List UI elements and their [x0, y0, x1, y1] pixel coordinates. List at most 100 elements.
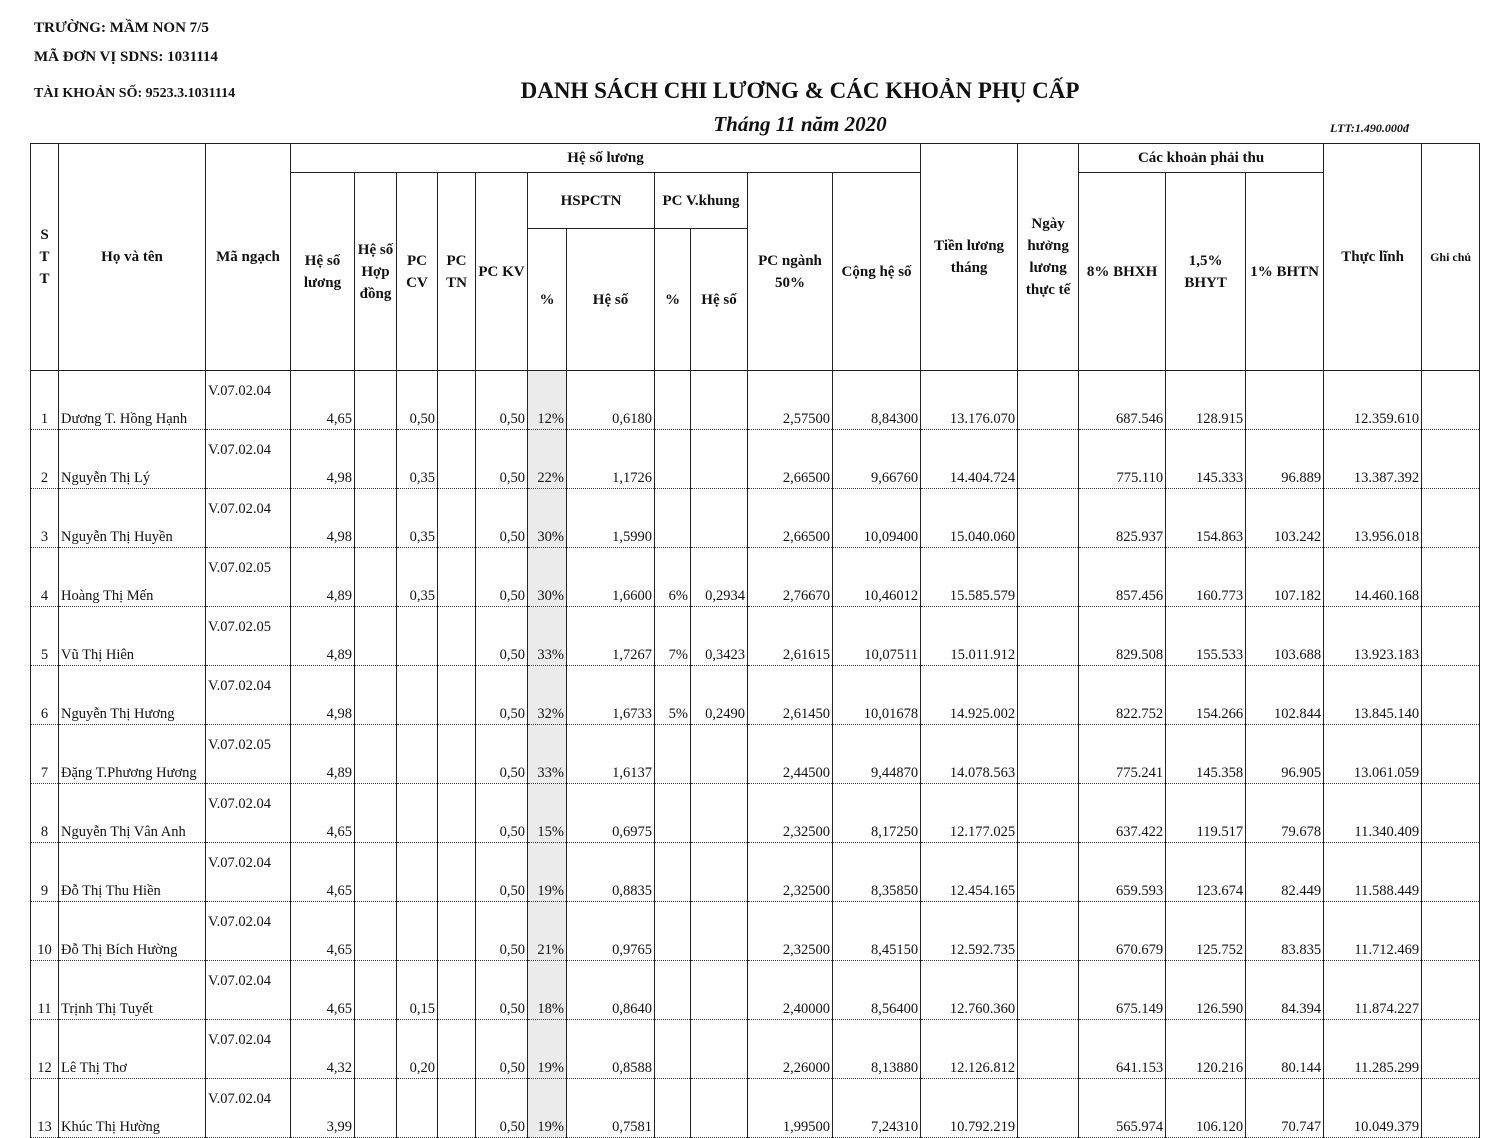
table-cell	[354, 842, 397, 902]
table-cell	[690, 429, 748, 489]
table-cell: 12.359.610	[1323, 370, 1423, 430]
table-cell	[1017, 901, 1080, 961]
table-cell: 829.508	[1078, 606, 1167, 666]
table-cell	[1017, 724, 1080, 784]
table-cell: 1	[30, 370, 59, 430]
table-cell	[437, 429, 476, 489]
table-cell	[1421, 665, 1481, 725]
table-cell: 0,50	[475, 842, 528, 902]
table-cell: 7%	[654, 606, 691, 666]
table-cell	[1017, 429, 1080, 489]
table-cell: 4,65	[290, 960, 355, 1020]
table-row: 9 Đỗ Thị Thu Hiền V.07.02.04 4,65 0,50 19% 0,8…	[30, 842, 1481, 902]
table-cell: 103.688	[1245, 606, 1325, 666]
table-cell	[1017, 547, 1080, 607]
table-cell	[396, 842, 438, 902]
table-cell: 83.835	[1245, 901, 1325, 961]
table-cell: 1,6600	[566, 547, 655, 607]
table-cell	[437, 488, 476, 548]
table-row: 2 Nguyễn Thị Lý V.07.02.04 4,98 0,35 0,50 22% 1…	[30, 429, 1481, 489]
table-cell	[1017, 370, 1080, 430]
table-cell: 12	[30, 1019, 59, 1079]
table-cell: Đỗ Thị Thu Hiền	[58, 842, 206, 902]
table-cell	[437, 960, 476, 1020]
table-cell: 106.120	[1165, 1078, 1247, 1138]
table-cell: 822.752	[1078, 665, 1167, 725]
table-cell	[354, 1078, 397, 1138]
header-cell: 8% BHXH	[1078, 172, 1167, 371]
note: LTT:1.490.000đ	[1330, 121, 1409, 135]
table-cell: Đỗ Thị Bích Hường	[58, 901, 206, 961]
table-cell: 12.760.360	[920, 960, 1019, 1020]
table-cell	[1421, 547, 1481, 607]
table-cell: 107.182	[1245, 547, 1325, 607]
table-cell: 119.517	[1165, 783, 1247, 843]
table-cell: Nguyễn Thị Vân Anh	[58, 783, 206, 843]
table-cell	[1017, 1019, 1080, 1079]
table-cell: 8,17250	[831, 783, 922, 843]
table-cell: 145.358	[1165, 724, 1247, 784]
table-cell: 19%	[527, 1019, 567, 1079]
table-cell: 0,8835	[566, 842, 655, 902]
table-cell	[690, 1078, 748, 1138]
table-cell: 4,98	[290, 429, 355, 489]
table-cell: 0,50	[475, 547, 528, 607]
header-cell: Ghi chú	[1421, 143, 1481, 371]
table-cell	[396, 783, 438, 843]
table-cell	[1421, 429, 1481, 489]
table-cell: 1,6137	[566, 724, 655, 784]
header-cell: Hệ số	[690, 228, 748, 371]
table-cell	[1017, 960, 1080, 1020]
header-cell: PC TN	[437, 172, 476, 371]
header-cell: PC CV	[396, 172, 438, 371]
table-cell: 2,57500	[747, 370, 833, 430]
table-cell: 4,89	[290, 606, 355, 666]
table-cell: 11	[30, 960, 59, 1020]
table-cell: 670.679	[1078, 901, 1167, 961]
table-cell: Hoàng Thị Mến	[58, 547, 206, 607]
header-cell: %	[654, 228, 691, 371]
title: DANH SÁCH CHI LƯƠNG & CÁC KHOẢN PHỤ CẤP	[520, 78, 1080, 103]
table-cell: 2,40000	[747, 960, 833, 1020]
table-cell: 9	[30, 842, 59, 902]
table-cell: 675.149	[1078, 960, 1167, 1020]
table-cell: 8,35850	[831, 842, 922, 902]
table-cell	[690, 783, 748, 843]
table-cell	[1245, 370, 1325, 430]
table-cell: 14.404.724	[920, 429, 1019, 489]
table-cell: 0,8640	[566, 960, 655, 1020]
table-cell: 14.925.002	[920, 665, 1019, 725]
header-cell: Các khoản phải thu	[1078, 143, 1325, 173]
table-cell: 30%	[527, 488, 567, 548]
table-cell: 15.040.060	[920, 488, 1019, 548]
table-cell: 2,44500	[747, 724, 833, 784]
header-cell: Hệ số Hợp đồng	[354, 172, 397, 371]
table-cell	[1421, 901, 1481, 961]
table-row: 7 Đặng T.Phương Hương V.07.02.05 4,89 0,50 33…	[30, 724, 1481, 784]
table-cell	[437, 842, 476, 902]
table-cell	[437, 665, 476, 725]
table-cell: 0,50	[396, 370, 438, 430]
table-cell: 125.752	[1165, 901, 1247, 961]
page: TRƯỜNG: MẦM NON 7/5 MÃ ĐƠN VỊ SDNS: 1031…	[30, 20, 1481, 1138]
table-cell: Dương T. Hồng Hạnh	[58, 370, 206, 430]
table-cell: 13.387.392	[1323, 429, 1423, 489]
table-cell	[396, 606, 438, 666]
table-cell: 0,50	[475, 901, 528, 961]
table-cell: 0,50	[475, 488, 528, 548]
table-cell: 12.592.735	[920, 901, 1019, 961]
table-cell: 84.394	[1245, 960, 1325, 1020]
table-cell: 21%	[527, 901, 567, 961]
table-cell: 0,50	[475, 783, 528, 843]
table-cell: 13.845.140	[1323, 665, 1423, 725]
table-cell: 19%	[527, 1078, 567, 1138]
table-cell	[354, 724, 397, 784]
table-cell: 825.937	[1078, 488, 1167, 548]
table-cell: 0,2490	[690, 665, 748, 725]
table-cell: 33%	[527, 606, 567, 666]
header-cell: Hệ số	[566, 228, 655, 371]
table-cell: 775.110	[1078, 429, 1167, 489]
table-cell: 0,8588	[566, 1019, 655, 1079]
table-cell	[354, 901, 397, 961]
table-cell: 2,76670	[747, 547, 833, 607]
